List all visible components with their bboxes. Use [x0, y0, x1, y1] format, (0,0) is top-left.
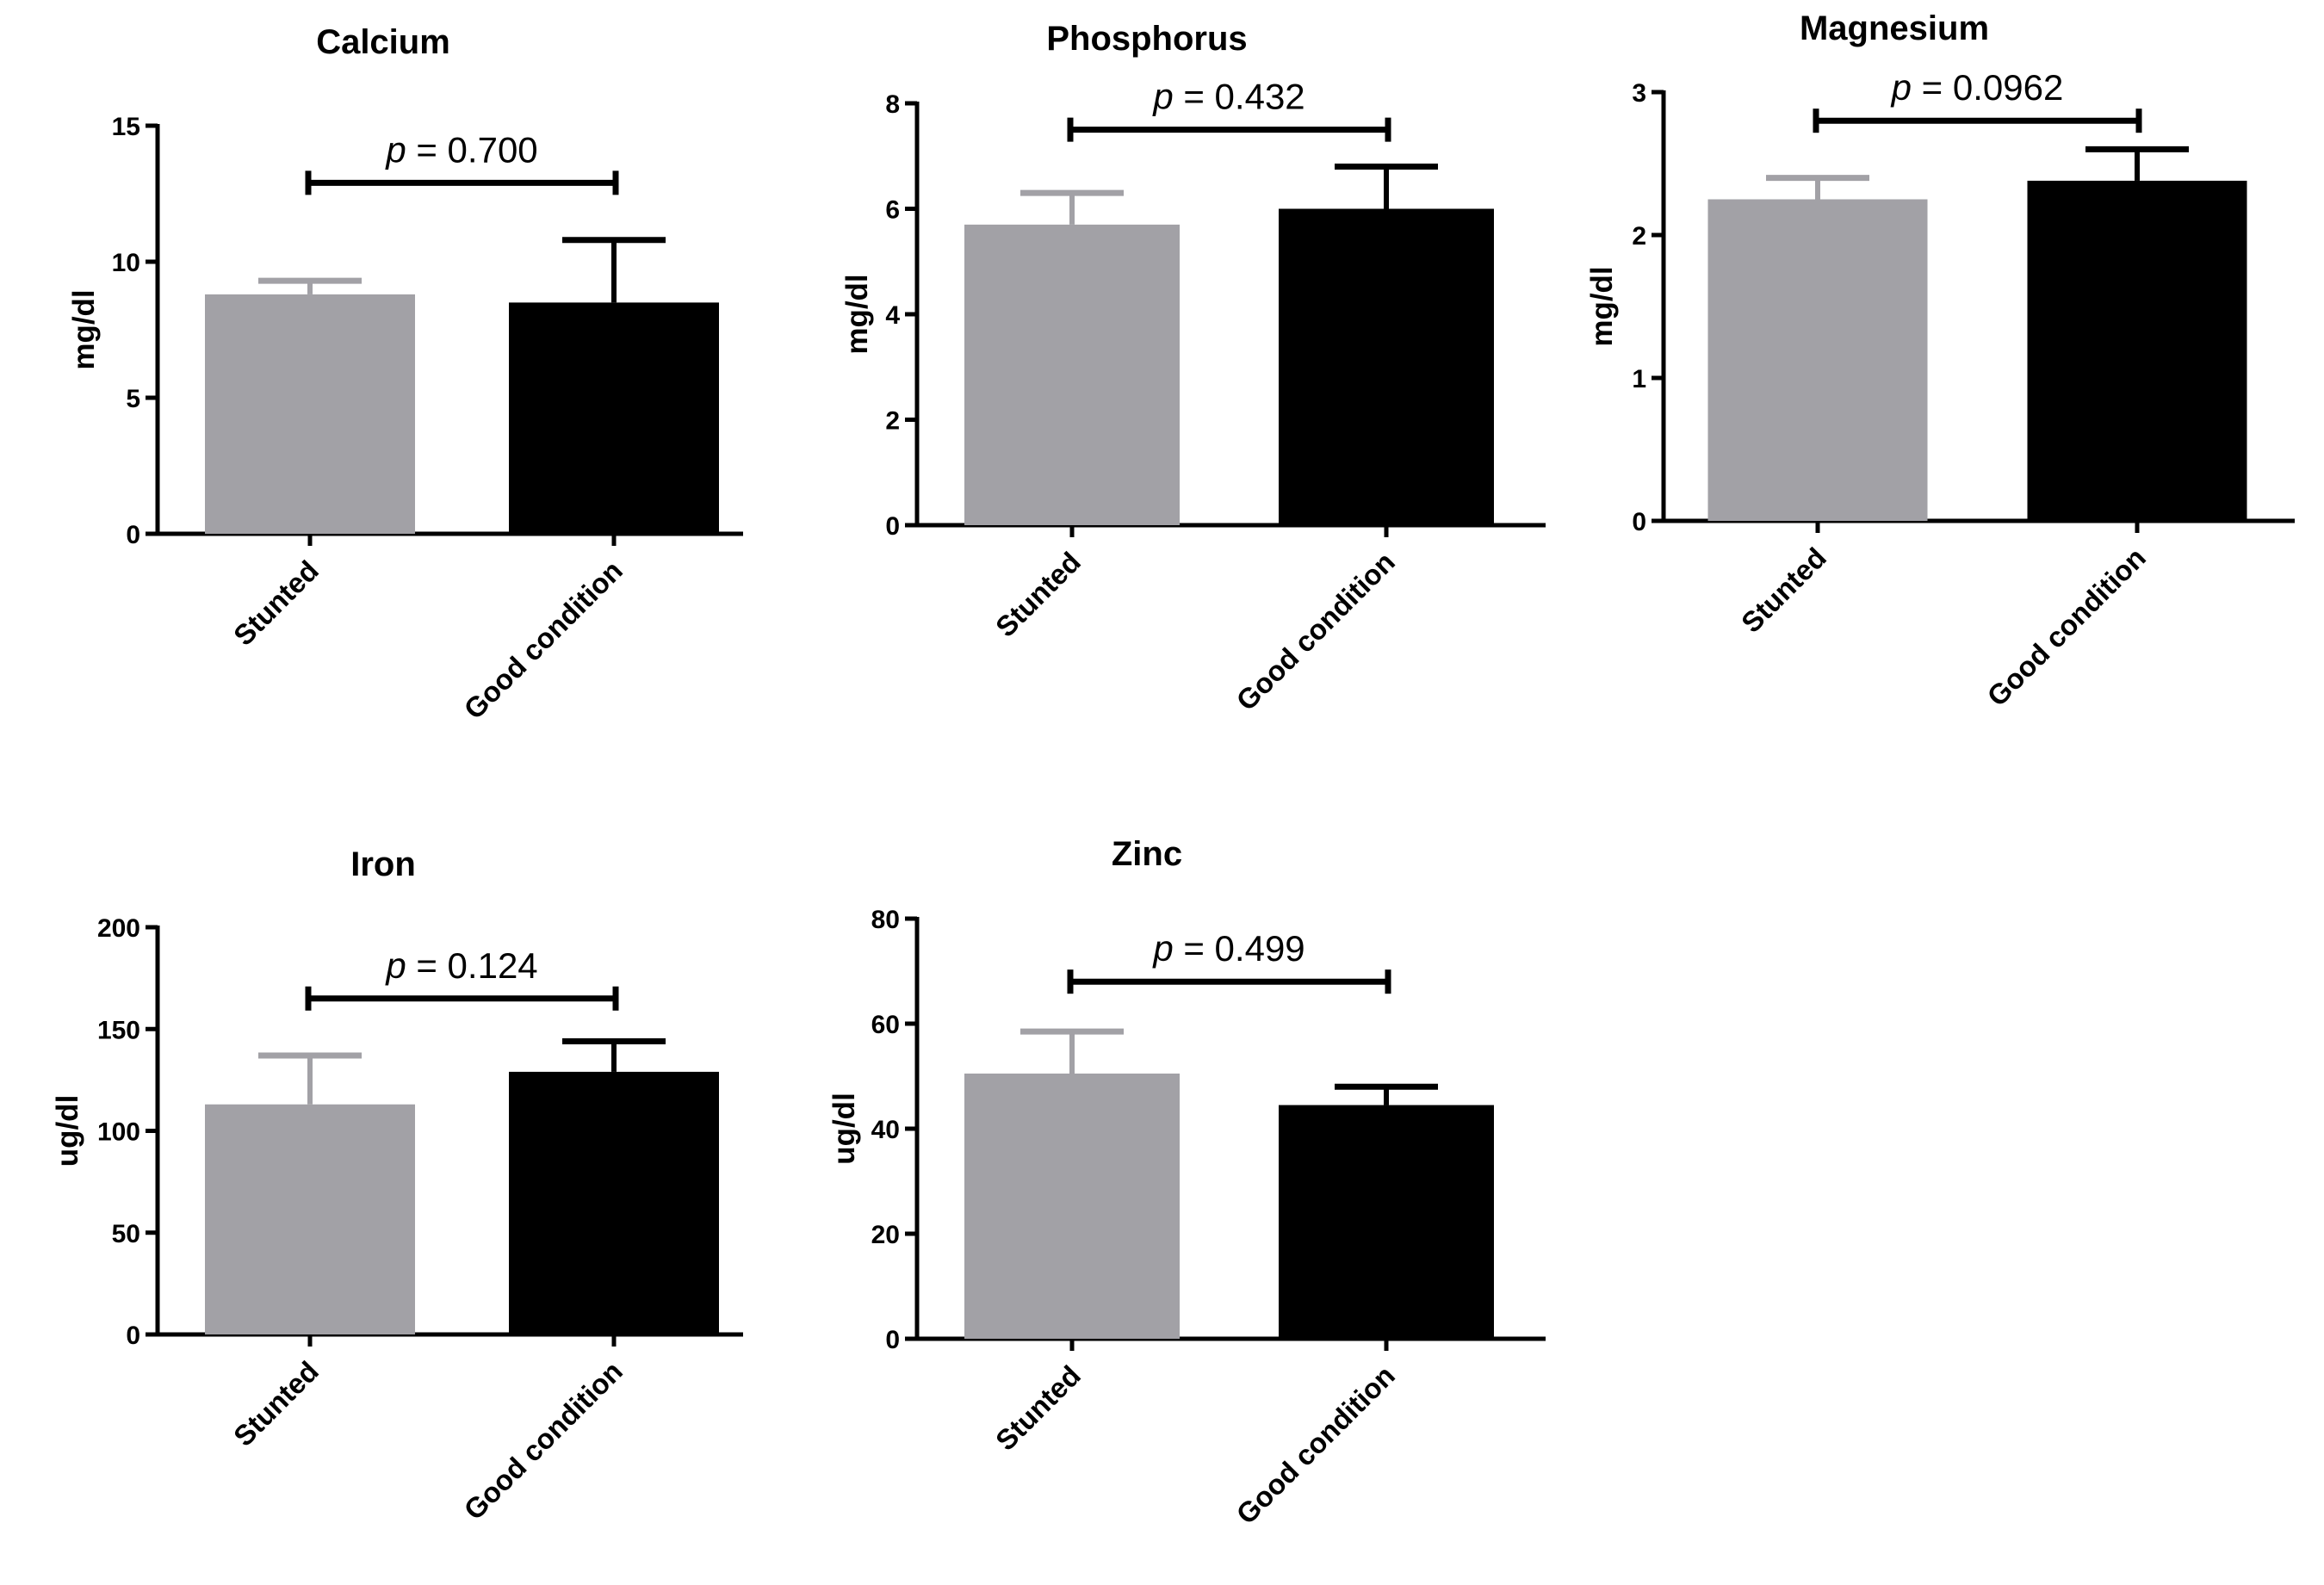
y-tick-label: 200	[97, 914, 140, 943]
y-tick-label: 80	[871, 906, 900, 934]
x-tick-label: Stunted	[989, 1359, 1087, 1457]
chart-title: Iron	[350, 845, 416, 883]
y-tick-label: 20	[871, 1221, 900, 1249]
y-axis-label: mg/dl	[1585, 266, 1619, 346]
y-tick-label: 2	[1632, 222, 1646, 251]
bar-stunted	[964, 1073, 1180, 1339]
p-symbol: p	[1890, 67, 1912, 108]
bar-stunted	[205, 1104, 415, 1334]
y-tick-label: 50	[112, 1220, 140, 1248]
p-value: = 0.432	[1174, 77, 1305, 117]
p-symbol: p	[384, 945, 406, 986]
panel-zinc: Zinc ug/dl 0 20 40 60 80 Stunted Good condition p…	[827, 835, 1546, 1530]
x-tick-label: Stunted	[989, 546, 1087, 643]
p-symbol: p	[1151, 77, 1173, 117]
chart-title: Magnesium	[1800, 9, 1989, 47]
y-tick-label: 6	[885, 196, 900, 225]
p-value-label: p = 0.700	[384, 129, 537, 170]
y-tick-label: 0	[885, 512, 900, 541]
x-tick-label: Stunted	[227, 554, 325, 652]
y-tick-label: 3	[1632, 79, 1646, 108]
x-tick-label: Stunted	[227, 1355, 325, 1452]
p-value: = 0.700	[406, 129, 538, 170]
bar-stunted	[205, 294, 415, 534]
bar-good-condition	[509, 302, 719, 534]
p-value-label: p = 0.124	[384, 945, 537, 986]
x-tick-label: Good condition	[457, 1355, 629, 1526]
y-tick-label: 4	[885, 301, 900, 330]
y-tick-label: 1	[1632, 365, 1646, 393]
y-axis-label: ug/dl	[827, 1093, 861, 1165]
p-symbol: p	[1151, 928, 1173, 969]
p-value-label: p = 0.0962	[1890, 67, 2064, 108]
chart-title: Phosphorus	[1046, 20, 1247, 58]
bar-stunted	[1707, 199, 1928, 521]
bar-stunted	[964, 224, 1180, 525]
panel-magnesium: Magnesium mg/dl 0 1 2 3 Stunted Good condition p…	[1585, 9, 2295, 712]
y-tick-label: 2	[885, 407, 900, 436]
bar-good-condition	[509, 1071, 719, 1334]
y-axis-label: mg/dl	[67, 289, 101, 369]
y-tick-label: 10	[112, 249, 140, 277]
y-tick-label: 0	[126, 1322, 140, 1350]
y-tick-label: 5	[126, 385, 140, 413]
p-value-label: p = 0.499	[1151, 928, 1305, 969]
y-tick-label: 0	[885, 1326, 900, 1354]
y-tick-label: 0	[126, 521, 140, 549]
p-value: = 0.124	[406, 945, 538, 986]
y-axis-label: ug/dl	[51, 1095, 84, 1167]
panel-calcium: Calcium mg/dl 0 5 10 15 Stunted Good condition p…	[67, 23, 743, 725]
y-tick-label: 0	[1632, 508, 1646, 536]
y-tick-label: 8	[885, 90, 900, 119]
p-value: = 0.0962	[1912, 67, 2063, 108]
bar-good-condition	[2027, 180, 2247, 522]
x-tick-label: Good condition	[1980, 542, 2152, 713]
y-tick-label: 15	[112, 113, 140, 141]
bar-good-condition	[1279, 208, 1494, 525]
x-tick-label: Good condition	[1230, 546, 1401, 717]
y-axis-label: mg/dl	[840, 274, 874, 354]
y-tick-label: 100	[97, 1118, 140, 1147]
y-tick-label: 40	[871, 1116, 900, 1144]
bar-good-condition	[1279, 1105, 1494, 1339]
p-symbol: p	[384, 129, 406, 170]
p-value-label: p = 0.432	[1151, 77, 1305, 117]
x-tick-label: Good condition	[457, 554, 629, 726]
x-tick-label: Stunted	[1735, 542, 1832, 639]
chart-title: Zinc	[1112, 835, 1182, 873]
y-tick-label: 60	[871, 1011, 900, 1039]
p-value: = 0.499	[1174, 928, 1305, 969]
x-tick-label: Good condition	[1230, 1359, 1401, 1531]
panel-phosphorus: Phosphorus mg/dl 0 2 4 6 8 Stunted Good conditio…	[840, 20, 1546, 716]
y-tick-label: 150	[97, 1016, 140, 1044]
chart-title: Calcium	[316, 23, 450, 61]
panel-iron: Iron ug/dl 0 50 100 150 200 Stunted Good conditi…	[51, 845, 743, 1526]
